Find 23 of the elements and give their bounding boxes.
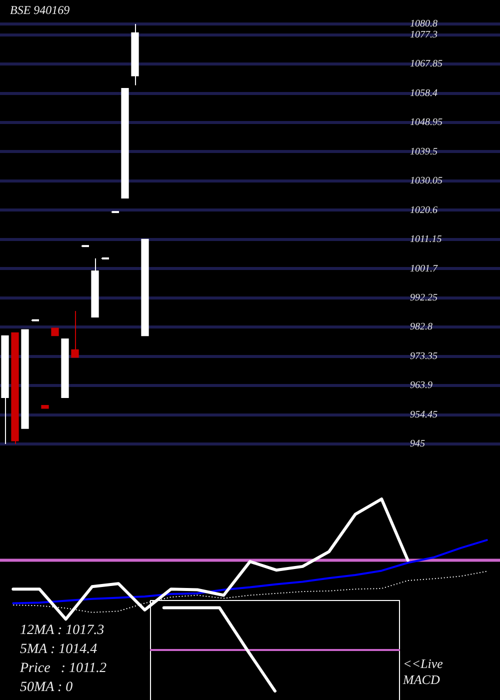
- y-tick-label: 954.45: [410, 409, 438, 420]
- text: Price : 1011.2: [20, 661, 106, 677]
- y-tick-label: 1058.4: [410, 88, 438, 99]
- y-tick-label: 973.35: [410, 350, 438, 362]
- candlestick: [71, 310, 79, 358]
- y-tick-label: 963.9: [410, 380, 432, 392]
- y-tick-label: 1030.05: [410, 176, 442, 187]
- y-tick-label: 1011.15: [410, 234, 442, 246]
- text: 5MA : 1014.4: [20, 642, 98, 658]
- text: 12MA : 1017.3: [20, 623, 104, 639]
- y-tick-label: 982.8: [410, 322, 432, 333]
- y-tick-label: 1001.7: [410, 263, 438, 274]
- y-tick-label: 1039.5: [410, 146, 438, 158]
- y-tick-label: 992.25: [410, 292, 438, 304]
- chart-title: BSE 940169: [10, 2, 70, 18]
- text: 50MA : 0: [20, 680, 73, 696]
- y-tick-label: 1020.6: [410, 204, 438, 216]
- y-tick-label: 1080.8: [410, 18, 438, 30]
- y-tick-label: 1067.85: [410, 58, 442, 70]
- y-tick-label: 945: [410, 438, 425, 450]
- text: <<Live MACD: [403, 656, 444, 688]
- y-tick-label: 1048.95: [410, 117, 442, 128]
- y-tick-label: 1077.3: [410, 29, 438, 40]
